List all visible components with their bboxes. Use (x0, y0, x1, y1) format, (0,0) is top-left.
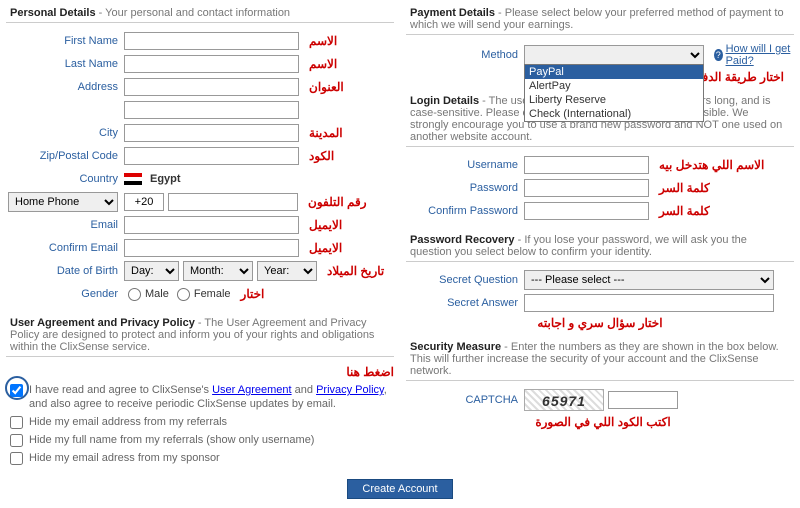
captcha-image: 65971 (524, 389, 604, 411)
confirmpw-note: كلمة السر (659, 204, 710, 218)
gender-male-radio[interactable] (128, 288, 141, 301)
dob-day-select[interactable]: Day: (124, 261, 179, 281)
firstname-note: الاسم (309, 34, 337, 48)
email-note: الايميل (309, 218, 342, 232)
dialcode-input[interactable] (124, 193, 164, 211)
gender-note: اختار (241, 287, 265, 301)
flag-icon (124, 173, 142, 185)
method-option[interactable]: AlertPay (525, 79, 703, 93)
dob-month-select[interactable]: Month: (183, 261, 253, 281)
method-option[interactable]: Check (International) (525, 107, 703, 121)
secretq-select[interactable]: --- Please select --- (524, 270, 774, 290)
username-note: الاسم اللي هتدخل بيه (659, 158, 764, 172)
agree-checkbox[interactable] (10, 384, 23, 397)
zip-note: الكود (309, 149, 334, 163)
address1-input[interactable] (124, 78, 299, 96)
zip-input[interactable] (124, 147, 299, 165)
method-option[interactable]: Liberty Reserve (525, 93, 703, 107)
lastname-note: الاسم (309, 57, 337, 71)
recovery-note: اختار سؤال سري و اجابته (406, 316, 794, 330)
address-label: Address (6, 81, 124, 93)
phone-input[interactable] (168, 193, 298, 211)
method-label: Method (406, 49, 524, 61)
agree-text: I have read and agree to ClixSense's Use… (29, 383, 390, 411)
ua-link[interactable]: User Agreement (212, 384, 291, 396)
hide-name-ref-checkbox[interactable] (10, 434, 23, 447)
gender-female-radio[interactable] (177, 288, 190, 301)
confirmemail-label: Confirm Email (6, 242, 124, 254)
address-note: العنوان (309, 80, 344, 94)
dob-label: Date of Birth (6, 265, 124, 277)
lastname-label: Last Name (6, 58, 124, 70)
recovery-head: Password Recovery - If you lose your pas… (406, 231, 794, 262)
captcha-label: CAPTCHA (406, 394, 524, 406)
hide-email-ref-checkbox[interactable] (10, 416, 23, 429)
how-paid-link[interactable]: ?How will I get Paid? (714, 43, 794, 67)
dob-year-select[interactable]: Year: (257, 261, 317, 281)
gender-label: Gender (6, 288, 124, 300)
secreta-input[interactable] (524, 294, 774, 312)
confirmpw-input[interactable] (524, 202, 649, 220)
method-select[interactable] (524, 45, 704, 65)
pp-link[interactable]: Privacy Policy (316, 384, 384, 396)
email-input[interactable] (124, 216, 299, 234)
phone-note: رقم التلفون (308, 195, 367, 209)
confirmemail-input[interactable] (124, 239, 299, 257)
lastname-input[interactable] (124, 55, 299, 73)
secreta-label: Secret Answer (406, 297, 524, 309)
password-input[interactable] (524, 179, 649, 197)
method-option[interactable]: PayPal (525, 65, 703, 79)
username-label: Username (406, 159, 524, 171)
confirmpw-label: Confirm Password (406, 205, 524, 217)
address2-input[interactable] (124, 101, 299, 119)
ua-head: User Agreement and Privacy Policy - The … (6, 314, 394, 357)
password-label: Password (406, 182, 524, 194)
country-value: Egypt (150, 173, 181, 185)
confirmemail-note: الايميل (309, 241, 342, 255)
help-icon: ? (714, 49, 723, 61)
hide-email-sponsor-checkbox[interactable] (10, 452, 23, 465)
zip-label: Zip/Postal Code (6, 150, 124, 162)
phonetype-select[interactable]: Home Phone (8, 192, 118, 212)
email-label: Email (6, 219, 124, 231)
city-note: المدينة (309, 126, 343, 140)
personal-head: Personal Details - Your personal and con… (6, 4, 394, 23)
method-dropdown-open: PayPal AlertPay Liberty Reserve Check (I… (524, 64, 704, 122)
password-note: كلمة السر (659, 181, 710, 195)
payment-head: Payment Details - Please select below yo… (406, 4, 794, 35)
captcha-note: اكتب الكود اللي في الصورة (412, 415, 794, 429)
security-head: Security Measure - Enter the numbers as … (406, 338, 794, 381)
create-account-button[interactable]: Create Account (347, 479, 452, 499)
firstname-input[interactable] (124, 32, 299, 50)
city-input[interactable] (124, 124, 299, 142)
firstname-label: First Name (6, 35, 124, 47)
secretq-label: Secret Question (406, 274, 524, 286)
username-input[interactable] (524, 156, 649, 174)
dob-note: تاريخ الميلاد (327, 264, 384, 278)
captcha-input[interactable] (608, 391, 678, 409)
press-here-note: اضغط هنا (10, 365, 394, 379)
country-label: Country (6, 173, 124, 185)
city-label: City (6, 127, 124, 139)
